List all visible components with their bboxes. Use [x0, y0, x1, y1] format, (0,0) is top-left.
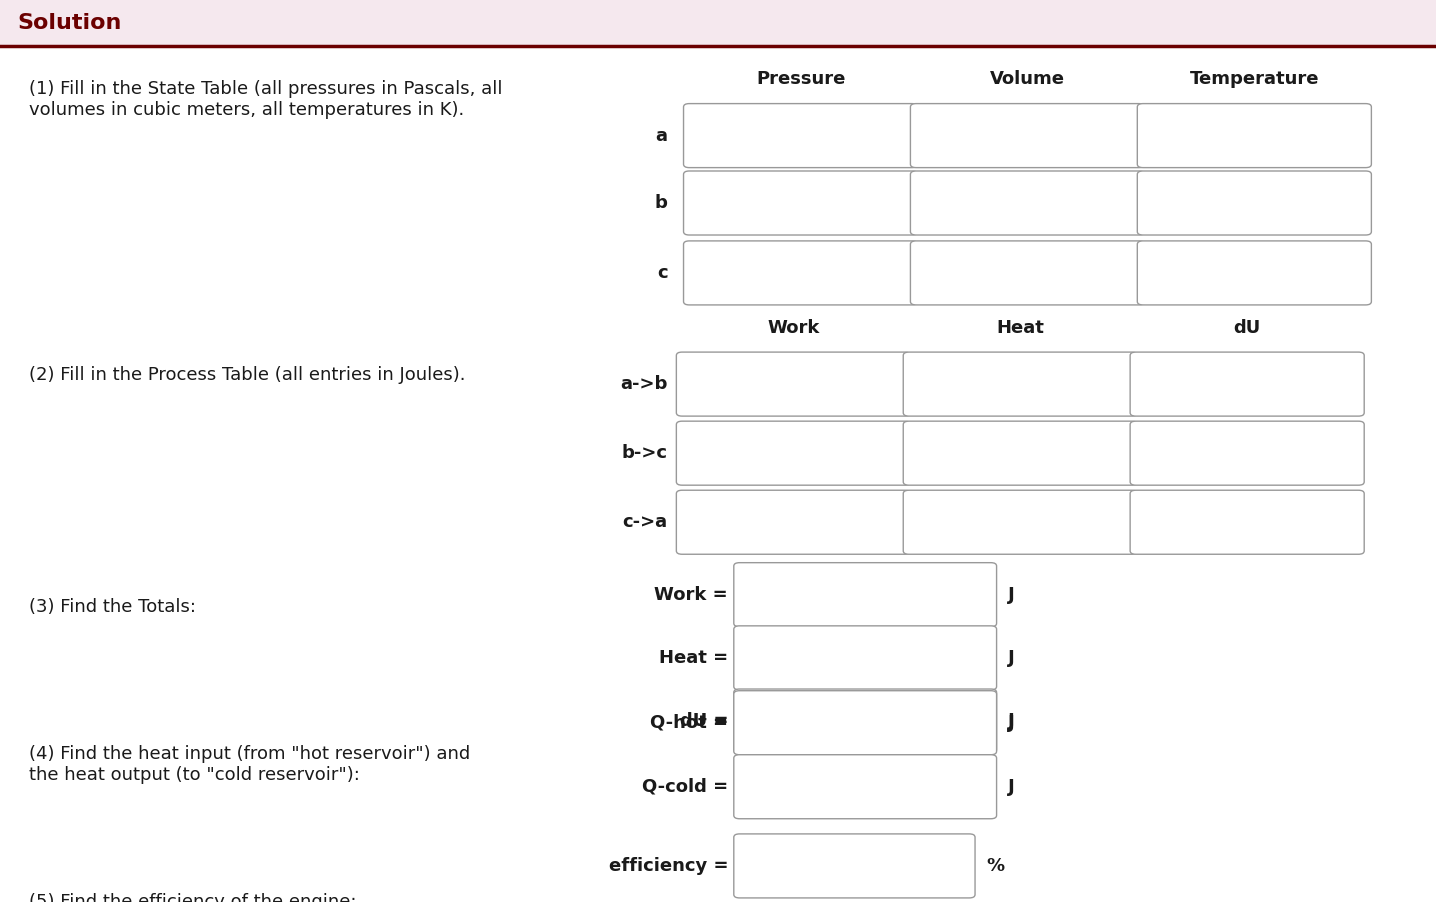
FancyBboxPatch shape — [676, 490, 910, 554]
FancyBboxPatch shape — [910, 241, 1144, 305]
Text: Pressure: Pressure — [755, 70, 846, 88]
Text: %: % — [987, 857, 1005, 875]
Text: efficiency =: efficiency = — [609, 857, 728, 875]
Text: b: b — [655, 194, 668, 212]
Text: c->a: c->a — [623, 513, 668, 531]
Text: a: a — [656, 126, 668, 144]
FancyBboxPatch shape — [910, 104, 1144, 168]
Text: (3) Find the Totals:: (3) Find the Totals: — [29, 598, 195, 616]
Text: c: c — [658, 264, 668, 282]
Text: Q-cold =: Q-cold = — [642, 778, 728, 796]
FancyBboxPatch shape — [1137, 241, 1371, 305]
Text: Solution: Solution — [17, 14, 122, 33]
Text: Volume: Volume — [989, 70, 1066, 88]
Text: dU: dU — [1234, 319, 1261, 337]
Text: dU =: dU = — [679, 712, 728, 730]
FancyBboxPatch shape — [1130, 421, 1364, 485]
FancyBboxPatch shape — [734, 834, 975, 897]
FancyBboxPatch shape — [910, 171, 1144, 235]
Text: Temperature: Temperature — [1189, 70, 1320, 88]
Text: J: J — [1008, 713, 1015, 732]
Text: J: J — [1008, 585, 1015, 603]
Text: (4) Find the heat input (from "hot reservoir") and
the heat output (to "cold res: (4) Find the heat input (from "hot reser… — [29, 745, 470, 784]
FancyBboxPatch shape — [676, 421, 910, 485]
Text: Work =: Work = — [655, 585, 728, 603]
FancyBboxPatch shape — [1137, 171, 1371, 235]
FancyBboxPatch shape — [903, 490, 1137, 554]
FancyBboxPatch shape — [1130, 490, 1364, 554]
FancyBboxPatch shape — [903, 421, 1137, 485]
FancyBboxPatch shape — [684, 171, 918, 235]
Text: b->c: b->c — [622, 444, 668, 462]
FancyBboxPatch shape — [684, 104, 918, 168]
Text: (5) Find the efficiency of the engine:: (5) Find the efficiency of the engine: — [29, 893, 356, 902]
FancyBboxPatch shape — [734, 755, 997, 819]
Text: Heat: Heat — [997, 319, 1044, 337]
FancyBboxPatch shape — [734, 563, 997, 627]
Text: Heat =: Heat = — [659, 649, 728, 667]
FancyBboxPatch shape — [734, 626, 997, 690]
Text: J: J — [1008, 649, 1015, 667]
FancyBboxPatch shape — [676, 352, 910, 416]
Text: J: J — [1008, 712, 1015, 730]
FancyBboxPatch shape — [903, 352, 1137, 416]
FancyBboxPatch shape — [734, 691, 997, 755]
FancyBboxPatch shape — [1130, 352, 1364, 416]
Text: Q-hot =: Q-hot = — [651, 713, 728, 732]
Text: a->b: a->b — [620, 375, 668, 393]
FancyBboxPatch shape — [684, 241, 918, 305]
Text: (1) Fill in the State Table (all pressures in Pascals, all
volumes in cubic mete: (1) Fill in the State Table (all pressur… — [29, 80, 503, 119]
Bar — [0, 0, 1436, 46]
FancyBboxPatch shape — [1137, 104, 1371, 168]
Text: J: J — [1008, 778, 1015, 796]
Text: (2) Fill in the Process Table (all entries in Joules).: (2) Fill in the Process Table (all entri… — [29, 366, 465, 384]
Text: Work: Work — [767, 319, 820, 337]
FancyBboxPatch shape — [734, 689, 997, 753]
